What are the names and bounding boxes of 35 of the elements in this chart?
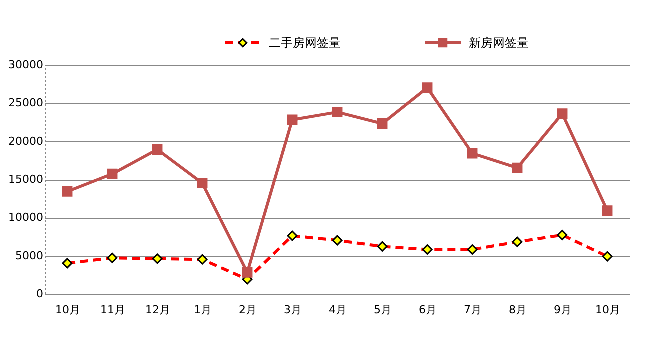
point xyxy=(242,267,253,278)
x-tick-label: 5月 xyxy=(374,304,392,316)
point xyxy=(62,186,73,197)
x-tick-label: 12月 xyxy=(146,304,170,316)
x-tick-label: 2月 xyxy=(239,304,257,316)
x-tick-label: 3月 xyxy=(284,304,302,316)
legend-label: 新房网签量 xyxy=(469,36,529,50)
point xyxy=(467,148,478,159)
point xyxy=(557,108,568,120)
point xyxy=(152,144,163,155)
point xyxy=(422,82,433,94)
x-tick-label: 1月 xyxy=(194,304,212,316)
y-tick-label: 0 xyxy=(36,288,44,300)
x-tick-label: 11月 xyxy=(100,304,126,316)
point xyxy=(602,206,613,216)
y-tick-label: 15000 xyxy=(8,173,44,186)
x-tick-label: 7月 xyxy=(464,304,482,316)
y-tick-label: 20000 xyxy=(8,134,44,148)
x-tick-label: 10月 xyxy=(596,304,620,316)
x-tick-label: 6月 xyxy=(419,304,437,316)
y-tick-label: 5000 xyxy=(16,249,44,262)
legend-label: 二手房网签量 xyxy=(269,36,341,50)
y-tick-label: 25000 xyxy=(8,96,44,110)
x-tick-label: 4月 xyxy=(329,304,347,316)
point xyxy=(332,107,343,118)
x-tick-label: 8月 xyxy=(509,304,527,316)
y-tick-label: 30000 xyxy=(8,58,44,72)
point xyxy=(377,118,388,129)
point xyxy=(107,168,118,180)
point xyxy=(287,114,298,126)
point xyxy=(512,162,523,174)
point xyxy=(197,178,208,189)
x-tick-label: 9月 xyxy=(554,304,572,316)
y-tick-label: 10000 xyxy=(8,211,44,224)
x-tick-label: 10月 xyxy=(56,304,80,316)
